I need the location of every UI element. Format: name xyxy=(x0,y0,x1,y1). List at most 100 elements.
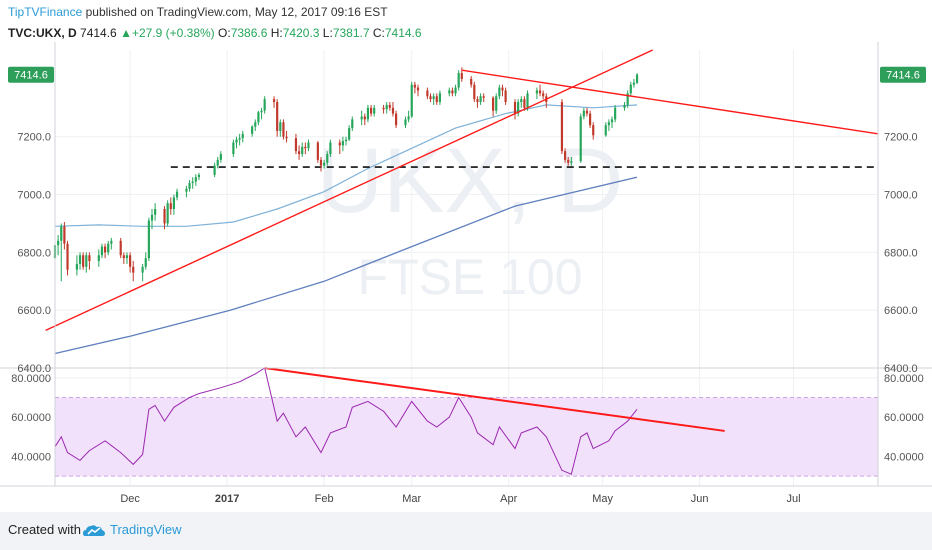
candle-body xyxy=(567,159,570,163)
price-tick-left: 6600.0 xyxy=(17,305,51,317)
candle-body xyxy=(185,188,188,192)
candle-body xyxy=(504,90,507,103)
high-label: H: xyxy=(270,26,283,40)
candle-body xyxy=(122,255,125,259)
candle-body xyxy=(501,87,504,91)
trendlines xyxy=(45,49,879,332)
candle-body xyxy=(363,116,366,120)
price-badges: 7414.6 7414.6 xyxy=(8,66,926,83)
price-tick-right: 7200.0 xyxy=(884,132,918,144)
candle-body xyxy=(388,104,391,108)
rsi-path xyxy=(54,367,638,475)
candle-body xyxy=(410,84,413,117)
candle-body xyxy=(476,99,479,103)
candle-body xyxy=(373,107,376,114)
candle-body xyxy=(75,263,79,270)
candle-body xyxy=(316,142,319,160)
candle-body xyxy=(517,102,520,114)
candle-body xyxy=(538,90,542,94)
candle-body xyxy=(107,243,110,253)
time-tick: Feb xyxy=(315,493,334,505)
rsi-tick-right: 80.0000 xyxy=(884,373,924,385)
candle-body xyxy=(451,90,454,94)
watermark-symbol: UKX, D xyxy=(317,130,624,232)
rsi-tick-left: 80.0000 xyxy=(11,373,51,385)
candle-body xyxy=(585,110,589,114)
time-tick: Mar xyxy=(402,493,421,505)
candle-body xyxy=(319,159,323,166)
candle-body xyxy=(432,96,435,100)
ohlc-line: TVC:UKX, D 7414.6 ▲+27.9 (+0.38%) O:7386… xyxy=(8,26,422,40)
price-trendline xyxy=(461,69,879,135)
price-tick-right: 6800.0 xyxy=(884,247,918,259)
candle-body xyxy=(341,141,344,146)
candle-body xyxy=(604,125,607,136)
candle-body xyxy=(232,142,235,155)
candle-body xyxy=(154,209,157,215)
candle-body xyxy=(78,255,82,264)
candle-body xyxy=(172,197,176,209)
candle-body xyxy=(426,90,429,97)
candle-body xyxy=(457,73,460,88)
candle-body xyxy=(169,203,172,209)
candle-body xyxy=(82,255,85,267)
candle-body xyxy=(344,139,348,142)
candle-body xyxy=(535,90,539,94)
candle-body xyxy=(150,214,154,221)
last-price: 7414.6 xyxy=(80,26,117,40)
candle-body xyxy=(473,84,476,100)
candle-body xyxy=(338,142,341,146)
candle-body xyxy=(542,93,545,97)
candle-body xyxy=(257,112,260,123)
time-tick: May xyxy=(592,493,613,505)
candle-body xyxy=(97,255,100,262)
candle-body xyxy=(301,146,304,155)
tradingview-brand[interactable]: TradingView xyxy=(110,522,182,537)
badge-right-bg xyxy=(880,66,926,83)
candle-body xyxy=(63,226,66,244)
candle-body xyxy=(254,122,257,127)
candle-body xyxy=(251,126,254,134)
candle-body xyxy=(435,96,438,103)
badge-right-text: 7414.6 xyxy=(886,70,920,82)
candle-body xyxy=(629,84,632,94)
candle-body xyxy=(66,243,69,270)
candle-body xyxy=(194,177,197,182)
close-value: 7414.6 xyxy=(384,26,422,40)
price-tick-left: 7200.0 xyxy=(17,132,51,144)
axes: 6400.0 6400.0 6600.0 6600.0 6800.0 6800.0 7000… xyxy=(0,42,932,505)
candle-body xyxy=(304,146,307,149)
candle-body xyxy=(132,266,135,273)
rsi-tick-right: 60.0000 xyxy=(884,412,924,424)
candle-body xyxy=(282,122,285,137)
candle-body xyxy=(560,102,564,152)
time-tick: Dec xyxy=(120,493,140,505)
candle-body xyxy=(129,255,132,267)
candle-body xyxy=(263,99,266,111)
candle-body xyxy=(448,90,451,94)
candle-body xyxy=(391,107,395,114)
candle-body xyxy=(279,122,282,131)
candle-body xyxy=(579,116,582,162)
candle-body xyxy=(235,139,238,143)
publisher-name[interactable]: TipTVFinance xyxy=(8,5,83,19)
candle-body xyxy=(607,122,610,126)
time-tick: 2017 xyxy=(215,493,239,505)
price-tick-left: 7000.0 xyxy=(17,190,51,202)
candle-body xyxy=(197,174,201,178)
ma-200-line xyxy=(54,176,638,355)
candle-body xyxy=(307,142,310,149)
symbol-label: TVC:UKX, D xyxy=(8,26,77,40)
candle-body xyxy=(523,99,526,108)
candle-body xyxy=(626,93,629,105)
rsi-tick-right: 40.0000 xyxy=(884,452,924,464)
candle-body xyxy=(492,97,495,111)
candle-body xyxy=(513,102,517,114)
price-tick-left: 6400.0 xyxy=(17,363,51,375)
candle-body xyxy=(404,119,407,126)
candle-body xyxy=(85,255,88,267)
open-value: 7386.6 xyxy=(230,26,268,40)
candle-body xyxy=(479,96,482,103)
candle-body xyxy=(348,128,351,140)
time-tick: Apr xyxy=(500,493,517,505)
